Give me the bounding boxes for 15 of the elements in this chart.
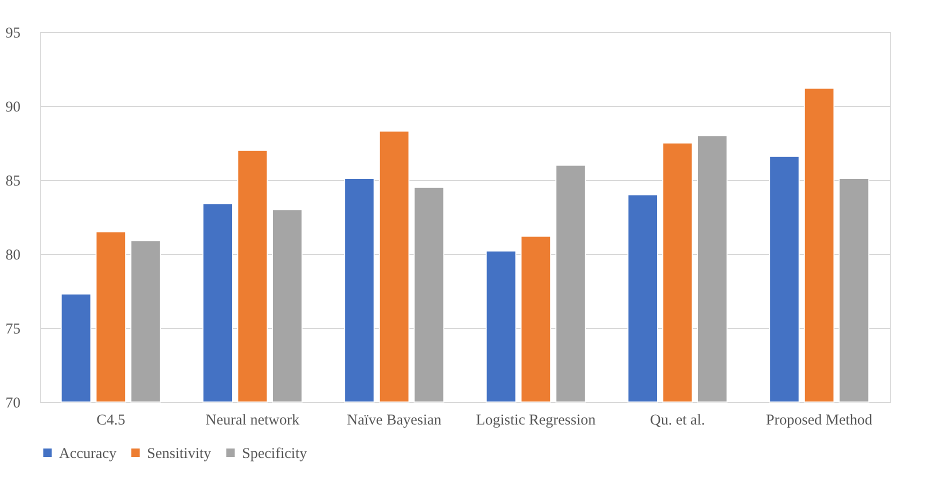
x-tick-label: Logistic Regression bbox=[476, 412, 596, 428]
y-tick-label: 70 bbox=[6, 396, 20, 412]
y-tick-label: 85 bbox=[6, 174, 20, 190]
legend-label: Specificity bbox=[242, 446, 308, 462]
legend-label: Sensitivity bbox=[147, 446, 212, 462]
y-tick-label: 90 bbox=[6, 100, 20, 116]
y-tick-label: 80 bbox=[6, 248, 20, 264]
x-tick-label: Neural network bbox=[206, 412, 300, 428]
y-tick-label: 75 bbox=[6, 322, 20, 338]
y-tick-label: 95 bbox=[6, 26, 20, 42]
x-tick-label: Qu. et al. bbox=[650, 412, 705, 428]
x-tick-label: Naïve Bayesian bbox=[346, 412, 442, 428]
legend-label: Accuracy bbox=[59, 446, 117, 462]
x-tick-label: Proposed Method bbox=[766, 412, 873, 428]
x-tick-label: C4.5 bbox=[96, 412, 126, 428]
